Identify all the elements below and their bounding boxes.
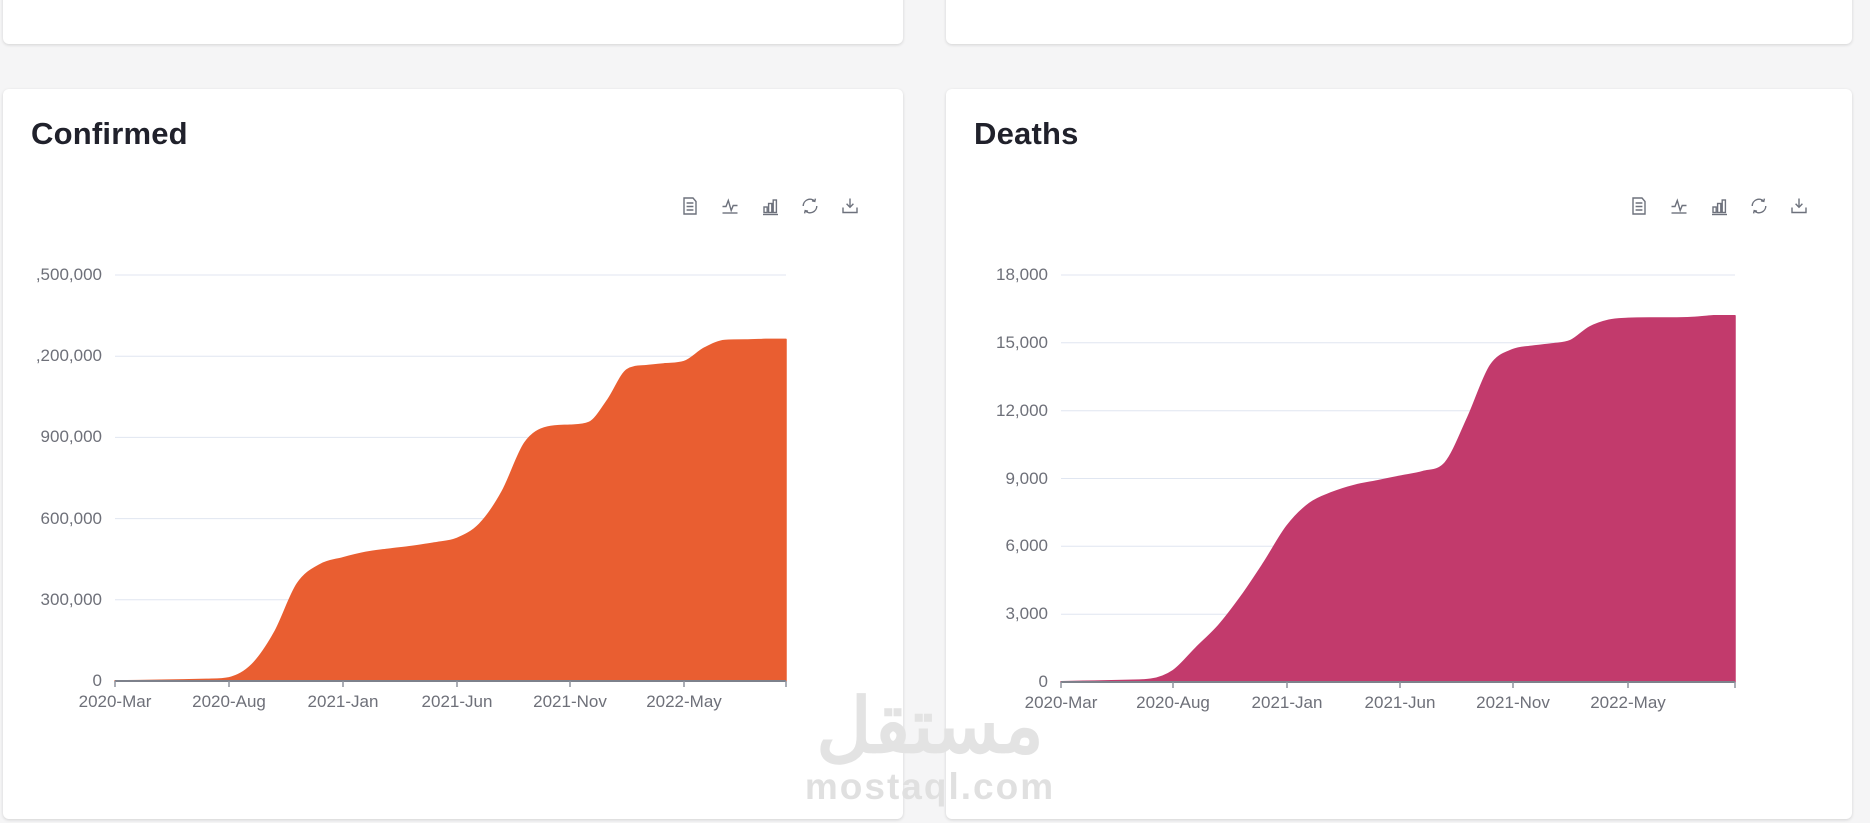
x-axis-label: 2020-Aug [1136, 693, 1210, 712]
chart-toolbar [1628, 195, 1810, 217]
x-axis-label: 2021-Jun [1364, 693, 1436, 712]
save-as-image-icon[interactable] [839, 195, 861, 217]
line-chart-toggle-icon[interactable] [1668, 195, 1690, 217]
x-axis-label: 2020-Aug [192, 692, 266, 711]
y-axis-label: 6,000 [1005, 536, 1048, 556]
card-top-left [3, 0, 903, 44]
data-view-icon[interactable] [679, 195, 701, 217]
save-as-image-icon[interactable] [1788, 195, 1810, 217]
x-axis-label: 2022-May [1590, 693, 1666, 712]
restore-icon[interactable] [1748, 195, 1770, 217]
y-axis-label: 12,000 [996, 400, 1048, 420]
chart-toolbar [679, 195, 861, 217]
x-axis-label: 2021-Jan [307, 692, 379, 711]
y-axis-label: 0 [1038, 672, 1048, 691]
card-top-right [946, 0, 1852, 44]
data-view-icon[interactable] [1628, 195, 1650, 217]
x-axis-label: 2021-Nov [533, 692, 607, 711]
chart-svg [114, 274, 787, 687]
confirmed-card-title: Confirmed [31, 116, 188, 151]
area-series[interactable] [114, 338, 787, 682]
chart-svg [1060, 274, 1736, 688]
line-chart-toggle-icon[interactable] [719, 195, 741, 217]
y-axis-label: 300,000 [40, 589, 102, 609]
bar-chart-toggle-icon[interactable] [759, 195, 781, 217]
x-axis-label: 2020-Mar [1024, 693, 1098, 712]
x-axis-label: 2021-Nov [1476, 693, 1550, 712]
y-axis-label: 900,000 [40, 427, 102, 447]
x-axis-label: 2021-Jan [1251, 693, 1323, 712]
y-axis-label: 15,000 [996, 332, 1048, 352]
y-axis-label: 18,000 [996, 265, 1048, 284]
bar-chart-toggle-icon[interactable] [1708, 195, 1730, 217]
x-axis-label: 2021-Jun [421, 692, 493, 711]
deaths-card: Deaths 18,000 15,00 [946, 89, 1852, 819]
y-axis-label: ,200,000 [35, 346, 102, 366]
y-axis-label: ,500,000 [35, 265, 102, 284]
y-axis-label: 9,000 [1005, 468, 1048, 488]
y-axis-label: 600,000 [40, 508, 102, 528]
area-series[interactable] [1060, 314, 1736, 683]
restore-icon[interactable] [799, 195, 821, 217]
y-axis-label: 0 [92, 671, 102, 690]
x-axis-label: 2020-Mar [78, 692, 152, 711]
confirmed-area-chart[interactable]: ,500,000 ,200,000 900,000 600,000 300,000 0 20… [3, 89, 903, 819]
deaths-card-title: Deaths [974, 116, 1079, 151]
confirmed-card: Confirmed ,500,000 [3, 89, 903, 819]
y-axis-label: 3,000 [1005, 604, 1048, 624]
deaths-area-chart[interactable]: 18,000 15,000 12,000 9,000 6,000 3,000 0 2020-M… [946, 89, 1852, 819]
x-axis-label: 2022-May [646, 692, 722, 711]
